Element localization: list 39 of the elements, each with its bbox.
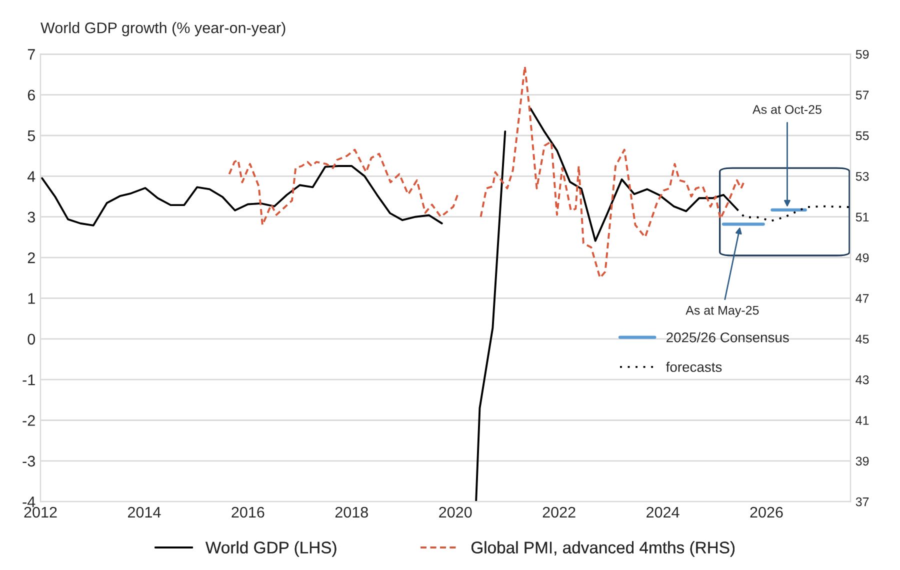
x-tick-label: 2020 bbox=[439, 506, 472, 518]
y2-tick-label: 53 bbox=[856, 172, 869, 181]
legend-label: forecasts bbox=[666, 362, 722, 372]
legend-label: 2025/26 Consensus bbox=[666, 332, 789, 342]
y2-tick-label: 45 bbox=[856, 334, 869, 344]
y-tick-label: -4 bbox=[22, 496, 36, 508]
x-tick-label: 2018 bbox=[335, 506, 368, 518]
y2-tick-label: 41 bbox=[856, 416, 869, 425]
y-tick-label: 3 bbox=[28, 212, 35, 223]
y-tick-label: -2 bbox=[22, 415, 35, 426]
x-tick-label: 2014 bbox=[128, 506, 161, 518]
y-tick-label: -1 bbox=[22, 374, 35, 386]
y2-tick-label: 57 bbox=[856, 90, 869, 100]
y-tick-label: 0 bbox=[28, 334, 36, 345]
y2-tick-label: 59 bbox=[856, 50, 869, 59]
x-tick-label: 2022 bbox=[542, 506, 576, 518]
legend-label: Global PMI, advanced 4mths (RHS) bbox=[471, 541, 735, 557]
y-tick-label: 7 bbox=[28, 49, 35, 60]
y2-tick-label: 47 bbox=[856, 294, 869, 303]
y-tick-label: 4 bbox=[27, 171, 36, 182]
y2-tick-label: 37 bbox=[856, 497, 869, 506]
y2-tick-label: 51 bbox=[856, 212, 869, 222]
y-axis-title: World GDP growth (% year-on-year) bbox=[40, 22, 286, 36]
x-tick-label: 2026 bbox=[750, 506, 783, 518]
x-tick-label: 2016 bbox=[232, 506, 264, 518]
annotation: As at Oct-25 bbox=[752, 105, 822, 114]
y-tick-label: -3 bbox=[22, 456, 35, 467]
y2-tick-label: 39 bbox=[856, 456, 869, 466]
x-tick-label: 2012 bbox=[24, 506, 57, 518]
y2-tick-label: 55 bbox=[856, 131, 869, 140]
x-tick-label: 2024 bbox=[646, 506, 680, 518]
y-tick-label: 1 bbox=[28, 293, 35, 304]
y-tick-label: 2 bbox=[28, 252, 35, 264]
y-tick-label: 6 bbox=[28, 90, 35, 101]
legend-label: World GDP (LHS) bbox=[206, 541, 336, 557]
y2-tick-label: 43 bbox=[856, 375, 869, 384]
y2-tick-label: 49 bbox=[856, 253, 869, 262]
y-tick-label: 5 bbox=[28, 130, 35, 142]
annotation: As at May-25 bbox=[686, 306, 759, 318]
